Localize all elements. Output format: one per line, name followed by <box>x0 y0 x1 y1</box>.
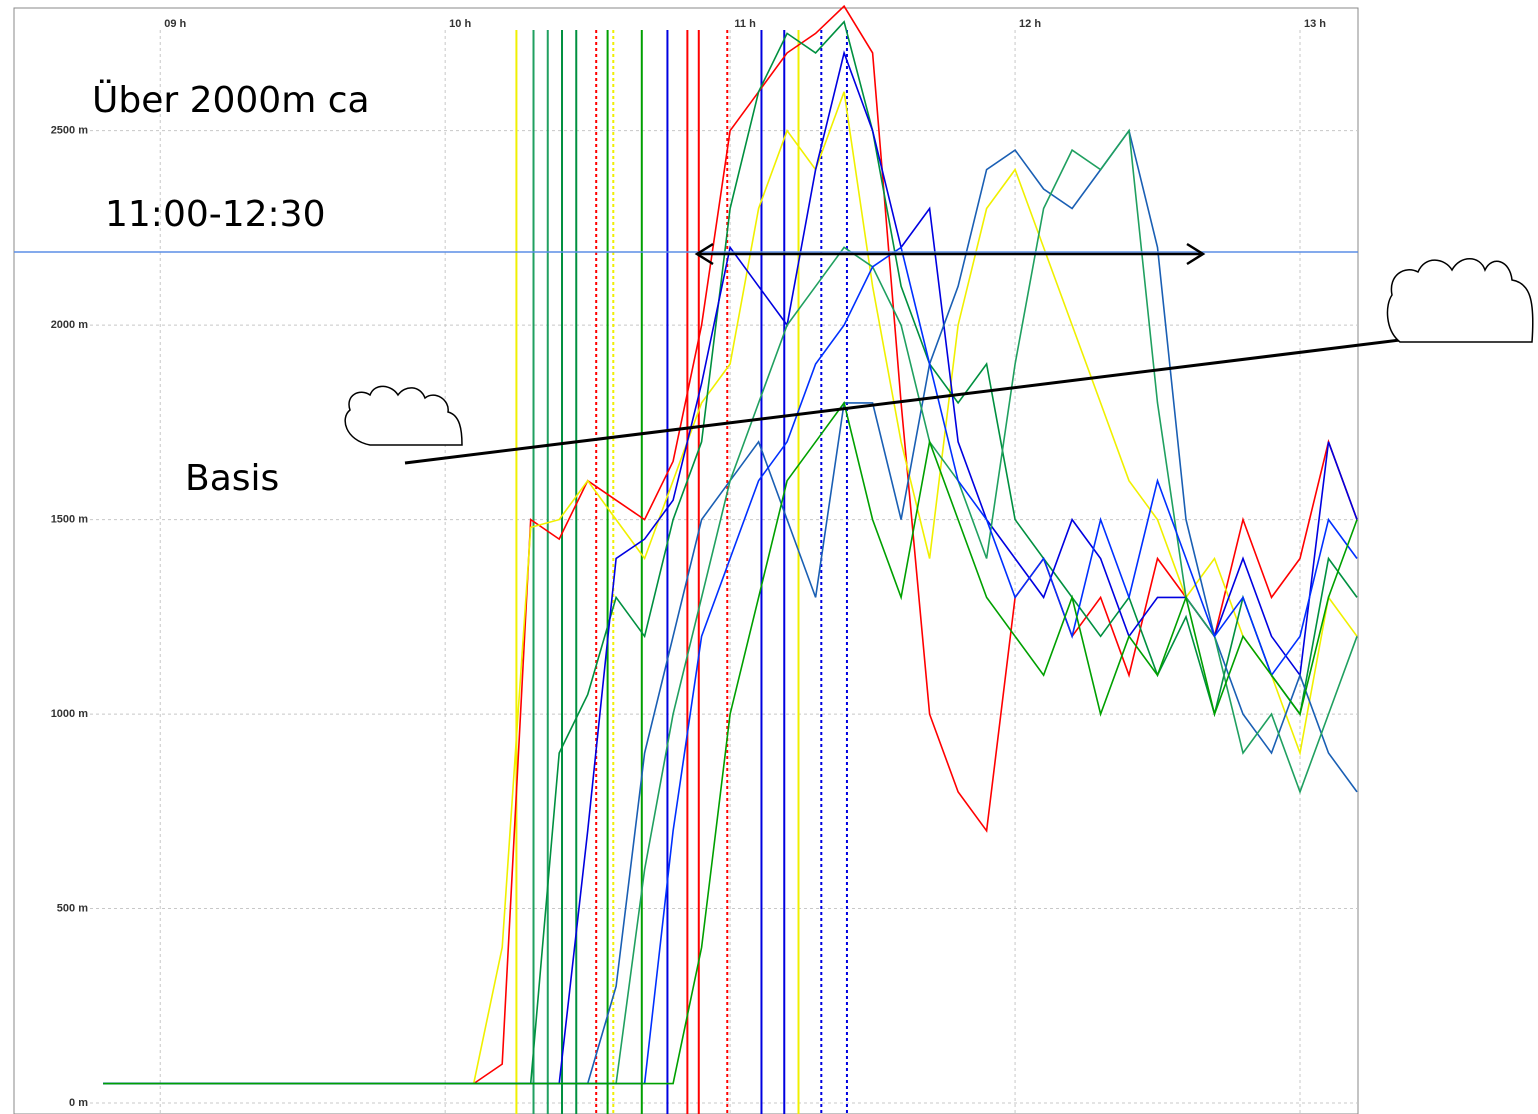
x-tick-label: 13 h <box>1304 18 1326 30</box>
y-tick-label: 2000 m <box>51 319 89 331</box>
cloud-icon <box>1386 258 1534 343</box>
x-tick-label: 12 h <box>1019 18 1041 30</box>
x-tick-label: 10 h <box>449 18 471 30</box>
y-tick-label: 0 m <box>69 1097 88 1109</box>
arrow-head <box>694 242 714 266</box>
annotation: 11:00-12:30 <box>105 194 325 235</box>
annotation: Basis <box>185 458 279 499</box>
y-tick-label: 1000 m <box>51 708 89 720</box>
y-tick-label: 1500 m <box>51 514 89 526</box>
series-line <box>103 401 1358 1085</box>
cloud-icon <box>344 385 463 446</box>
arrow-head <box>1186 242 1206 266</box>
x-tick-label: 11 h <box>734 18 756 30</box>
plot-frame <box>13 7 1359 1114</box>
y-tick-label: 2500 m <box>51 125 89 137</box>
base-line <box>404 338 1401 465</box>
marks <box>103 4 1358 1114</box>
annotation: Über 2000m ca <box>92 79 370 121</box>
y-tick-label: 500 m <box>57 902 88 914</box>
x-tick-label: 09 h <box>164 18 186 30</box>
